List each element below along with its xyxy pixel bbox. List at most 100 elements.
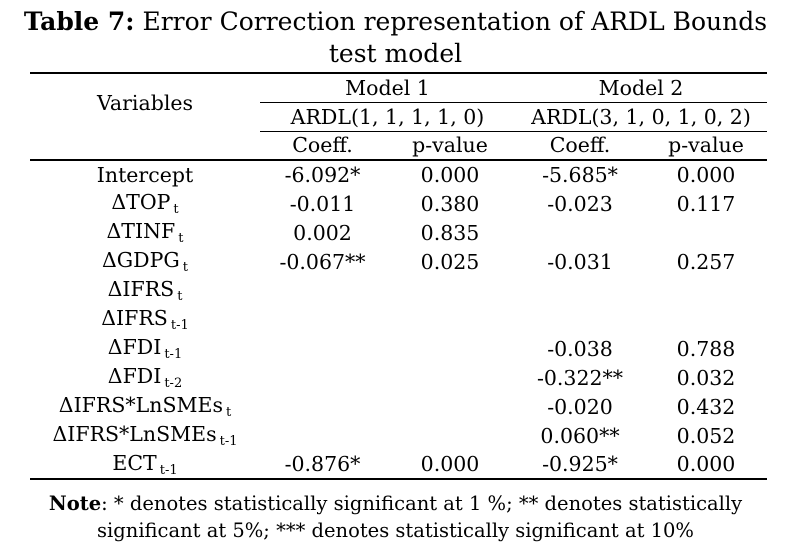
note-line1: Note: * denotes statistically significan… — [20, 490, 771, 517]
model1-coeff-cell: -0.011 — [289, 191, 356, 216]
note-line2: significant at 5%; *** denotes statistic… — [97, 519, 694, 542]
model1-pvalue-cell: 0.025 — [420, 249, 480, 274]
model1-pvalue-cell — [385, 334, 515, 363]
variable-name: ΔTOP — [111, 190, 171, 214]
header-row-stats: Coeff. p-value Coeff. p-value — [30, 131, 767, 160]
variable-cell: ΔIFRS*LnSMEs t-1 — [30, 421, 260, 450]
model1-pvalue-cell: 0.000 — [420, 163, 480, 187]
model2-pvalue-cell: 0.788 — [676, 336, 736, 361]
model2-pvalue-cell: 0.032 — [676, 365, 736, 390]
table-row: ΔTINF t 0.002 0.835 — [30, 218, 767, 247]
model1-pvalue-cell: 0.835 — [420, 220, 480, 245]
variable-subscript: t — [177, 289, 183, 304]
table-title-text: Error Correction representation of ARDL … — [142, 7, 768, 36]
model1-coeff-cell — [260, 305, 385, 334]
model2-coeff-cell: -0.020 — [547, 394, 613, 419]
model2-pvalue-cell: 0.257 — [676, 249, 736, 274]
variable-cell: ΔGDPG t — [30, 247, 260, 276]
model2-coeff-cell: -0.322** — [536, 365, 624, 390]
header-row-models: Variables Model 1 Model 2 — [30, 73, 767, 115]
variable-subscript: t-1 — [159, 462, 178, 478]
header-model2: Model 2 — [515, 73, 767, 103]
model2-pvalue-cell: 0.432 — [676, 394, 736, 419]
header-empty — [30, 131, 260, 160]
variable-cell: ΔTOP t — [30, 189, 260, 218]
model1-pvalue-cell — [385, 363, 515, 392]
variable-subscript: t-1 — [219, 434, 238, 449]
header-model1-pvalue: p-value — [412, 133, 488, 158]
model2-pvalue-cell — [645, 218, 767, 247]
model2-coeff-cell: -5.685* — [542, 163, 618, 187]
results-table: Variables Model 1 Model 2 ARDL(1, 1, 1, … — [30, 72, 767, 480]
table-row: ECT t-1 -0.876* 0.000 -0.925* 0.000 — [30, 450, 767, 479]
model1-coeff-cell — [260, 276, 385, 305]
variable-name: ΔFDI — [107, 335, 162, 359]
variable-subscript: t-1 — [164, 347, 183, 362]
variable-name: ΔIFRS — [107, 277, 175, 301]
table-row: ΔFDI t-1 -0.038 0.788 — [30, 334, 767, 363]
variable-subscript: t — [173, 202, 179, 217]
model1-pvalue-cell: 0.380 — [420, 191, 480, 216]
model2-coeff-cell: -0.031 — [547, 249, 613, 274]
model2-pvalue-cell — [645, 276, 767, 305]
model2-coeff-cell: -0.038 — [547, 336, 613, 361]
model1-pvalue-cell — [385, 305, 515, 334]
header-model2-coeff: Coeff. — [549, 133, 611, 158]
model1-pvalue-cell — [385, 392, 515, 421]
model2-coeff-cell: -0.925* — [542, 452, 618, 476]
table-row: ΔIFRS t — [30, 276, 767, 305]
variable-name: ΔIFRS — [101, 306, 168, 330]
variable-name: ECT — [112, 450, 157, 475]
model2-pvalue-cell: 0.052 — [676, 423, 736, 448]
table-row: ΔFDI t-2 -0.322** 0.032 — [30, 363, 767, 392]
variable-cell: ΔTINF t — [30, 218, 260, 247]
table-row: ΔGDPG t -0.067** 0.025 -0.031 0.257 — [30, 247, 767, 276]
variable-subscript: t — [182, 260, 189, 275]
model2-coeff-cell: 0.060** — [540, 423, 620, 448]
variable-cell: Intercept — [30, 160, 260, 189]
variable-cell: ΔFDI t-2 — [30, 363, 260, 392]
variable-name: ΔIFRS*LnSMEs — [58, 393, 223, 417]
table-title-label: Table 7: — [23, 7, 135, 36]
table-row: Intercept -6.092* 0.000 -5.685* 0.000 — [30, 160, 767, 189]
variable-name: ΔTINF — [106, 219, 176, 243]
table-note: Note: * denotes statistically significan… — [20, 490, 771, 544]
variable-name: ΔFDI — [107, 364, 162, 388]
model1-pvalue-cell: 0.000 — [420, 452, 480, 476]
note-label: Note — [48, 492, 102, 515]
variable-subscript: t-1 — [170, 318, 189, 333]
model1-coeff-cell — [260, 363, 385, 392]
table-title-line2: test model — [328, 39, 463, 68]
table-row: ΔIFRS*LnSMEs t-1 0.060** 0.052 — [30, 421, 767, 450]
header-variables: Variables — [96, 90, 194, 115]
model1-pvalue-cell — [385, 421, 515, 450]
table-title: Table 7: Error Correction representation… — [20, 6, 771, 70]
model2-pvalue-cell — [645, 305, 767, 334]
variable-subscript: t — [178, 231, 184, 246]
variable-subscript: t — [225, 405, 232, 420]
variable-name: Intercept — [96, 163, 194, 187]
model2-pvalue-cell: 0.000 — [676, 452, 736, 476]
table-title-line1: Table 7: Error Correction representation… — [20, 6, 771, 38]
header-model1-spec: ARDL(1, 1, 1, 1, 0) — [260, 102, 515, 132]
model2-pvalue-cell: 0.117 — [676, 191, 736, 216]
model2-coeff-cell — [515, 305, 645, 334]
header-model1-coeff: Coeff. — [292, 133, 353, 158]
model1-pvalue-cell — [385, 276, 515, 305]
model2-coeff-cell: -0.023 — [547, 191, 613, 216]
header-model2-pvalue: p-value — [668, 133, 744, 158]
header-model2-spec: ARDL(3, 1, 0, 1, 0, 2) — [515, 102, 767, 132]
variable-cell: ΔIFRS t — [30, 276, 260, 305]
model1-coeff-cell — [260, 392, 385, 421]
model1-coeff-cell: -6.092* — [284, 163, 361, 187]
model1-coeff-cell: -0.067** — [279, 249, 366, 274]
model2-coeff-cell — [515, 276, 645, 305]
header-model1: Model 1 — [260, 73, 515, 103]
variable-name: ΔGDPG — [101, 248, 180, 272]
table-row: ΔIFRS*LnSMEs t -0.020 0.432 — [30, 392, 767, 421]
note-text: : * denotes statistically significant at… — [101, 492, 743, 515]
variable-cell: ΔFDI t-1 — [30, 334, 260, 363]
header-row-specs: ARDL(1, 1, 1, 1, 0) ARDL(3, 1, 0, 1, 0, … — [30, 102, 767, 132]
model2-pvalue-cell: 0.000 — [676, 163, 736, 187]
model2-coeff-cell — [515, 218, 645, 247]
